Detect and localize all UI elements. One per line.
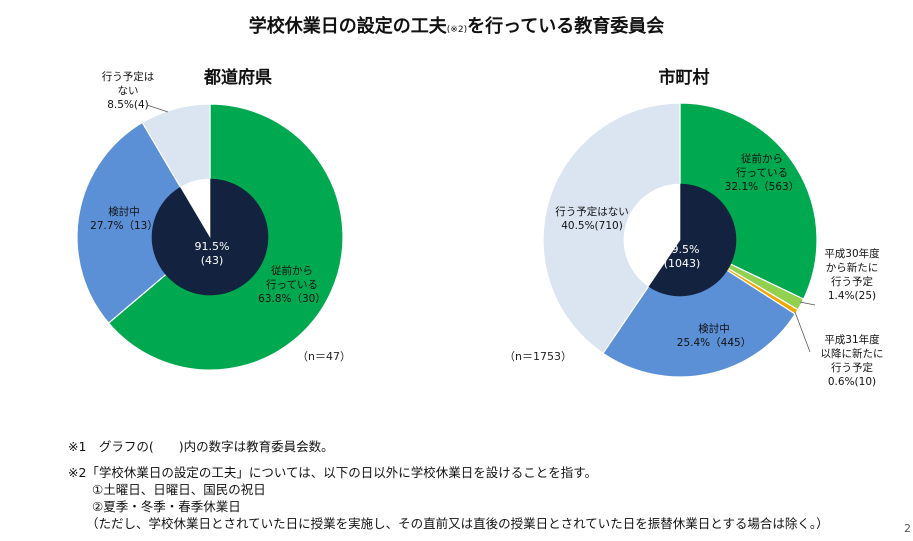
- muni-slice-label-h31-line-2: 行う予定: [831, 361, 873, 374]
- donut-center-slice-0-0: [165, 178, 269, 296]
- muni-slice-label-nai-line-0: 行う予定はない: [555, 205, 629, 218]
- pref-slice-label-kentou-line-0: 検討中: [108, 205, 140, 218]
- center-percent-0: 91.5%: [195, 240, 230, 253]
- footnote-2-item-1: ①土曜日、日曜日、国民の祝日: [92, 482, 266, 497]
- donut-center-slice-0-2: [180, 178, 211, 239]
- chart-title-0: 都道府県: [203, 67, 272, 88]
- title-main: 学校休業日の設定の工夫: [248, 16, 447, 37]
- muni-slice-label-h30-line-2: 行う予定: [831, 275, 873, 288]
- muni-slice-label-h30-value: 1.4%(25): [828, 290, 876, 302]
- center-count-1: (1043): [664, 257, 701, 270]
- muni-slice-label-h30-line-0: 平成30年度: [824, 247, 880, 260]
- muni-slice-label-h31-line-0: 平成31年度: [824, 333, 880, 346]
- muni-slice-label-kentou-value: 25.4%（445）: [677, 337, 751, 349]
- leader-line-1-0: [799, 301, 816, 306]
- footnote-2-item-2: ②夏季・冬季・春季休業日: [92, 499, 241, 514]
- muni-slice-label-kentou-line-0: 検討中: [698, 322, 730, 335]
- pref-slice-label-nai-line-1: ない: [118, 85, 139, 97]
- muni-slice-label-jyuzen-line-0: 従前から: [741, 152, 783, 165]
- leader-line-0-0: [146, 104, 169, 113]
- muni-slice-label-jyuzen-value: 32.1%（563）: [725, 181, 799, 193]
- page-number: 2: [904, 522, 911, 535]
- muni-slice-label-h31-value: 0.6%(10): [828, 376, 876, 388]
- pref-slice-label-kentou-value: 27.7%（13）: [90, 220, 158, 232]
- footnote-2-exception: （ただし、学校休業日とされていた日に授業を実施し、その直前又は直後の授業日とされ…: [86, 516, 829, 531]
- muni-slice-label-h31-line-1: 以降に新たに: [821, 347, 884, 360]
- pref-slice-label-jyuzen-line-0: 従前から: [271, 264, 313, 277]
- donut-center-slice-1-3: [648, 239, 728, 297]
- pref-slice-label-nai-line-0: 行う予定は: [102, 70, 155, 83]
- page-title: 学校休業日の設定の工夫(※2)を行っている教育委員会: [0, 12, 913, 38]
- center-count-0: (43): [201, 254, 224, 267]
- n-label-0: （n＝47）: [297, 350, 351, 363]
- donut-slice-1-4: [542, 102, 681, 355]
- footnote-1: ※1 グラフの( )内の数字は教育委員会数。: [68, 439, 334, 454]
- donut-slice-1-3: [602, 239, 797, 378]
- title-ref: (※2): [446, 25, 468, 35]
- chart-title-1: 市町村: [659, 67, 710, 88]
- footnote-2: ※2「学校休業日の設定の工夫」については、以下の日以外に学校休業日を設けることを…: [68, 465, 598, 480]
- leader-line-1-1: [794, 311, 811, 353]
- donut-center-slice-1-4: [623, 183, 681, 287]
- title-suffix: を行っている教育委員会: [467, 16, 665, 37]
- donut-center-slice-1-0: [679, 183, 737, 265]
- pref-slice-label-nai-value: 8.5%(4): [107, 99, 149, 111]
- n-label-1: （n＝1753）: [504, 350, 572, 363]
- muni-slice-label-jyuzen-line-1: 行っている: [736, 166, 788, 179]
- muni-slice-label-h30-line-1: から新たに: [826, 261, 879, 274]
- center-percent-1: 59.5%: [665, 243, 700, 256]
- pref-slice-label-jyuzen-line-1: 行っている: [266, 278, 318, 291]
- donut-slice-0-1: [76, 121, 211, 324]
- donut-center-slice-0-1: [151, 186, 211, 275]
- pref-slice-label-jyuzen-value: 63.8%（30）: [258, 293, 326, 305]
- muni-slice-label-nai-value: 40.5%(710): [561, 220, 623, 232]
